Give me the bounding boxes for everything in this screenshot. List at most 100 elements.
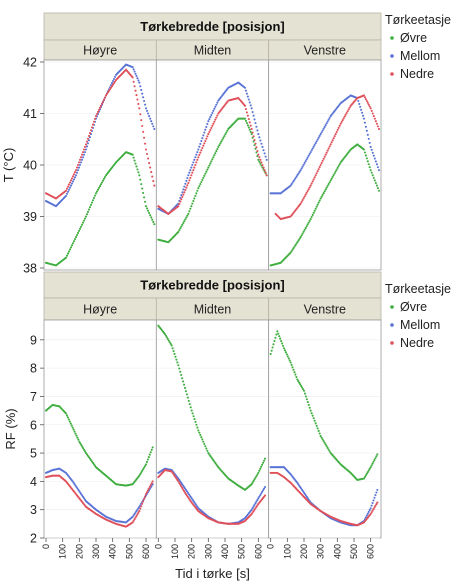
data-point (198, 153, 201, 157)
data-point (185, 393, 188, 396)
data-point (212, 109, 215, 112)
data-point (64, 194, 68, 197)
data-point (135, 74, 138, 78)
data-point (315, 140, 318, 143)
data-point (149, 166, 152, 169)
data-point (365, 157, 368, 160)
data-point (339, 122, 342, 125)
data-point (72, 173, 76, 176)
data-point (325, 122, 328, 125)
data-point (320, 161, 323, 164)
data-point (294, 176, 297, 179)
data-point (79, 156, 83, 159)
data-point (365, 99, 368, 103)
data-point (180, 225, 183, 228)
data-point (212, 156, 215, 159)
data-point (71, 242, 75, 245)
data-point (185, 216, 188, 219)
data-point (134, 89, 137, 92)
data-point (301, 232, 304, 235)
data-point (376, 187, 380, 190)
chart-title-header (43, 12, 382, 41)
data-point (77, 229, 81, 232)
data-point (75, 233, 79, 237)
data-point (250, 127, 253, 130)
data-point (136, 513, 139, 516)
data-point (182, 380, 185, 383)
data-point (330, 177, 333, 180)
data-point (109, 86, 113, 89)
data-point (203, 131, 206, 134)
data-point (147, 157, 150, 160)
chart-title-header (43, 271, 382, 299)
data-point (137, 171, 140, 174)
data-point (321, 129, 324, 132)
data-point (296, 240, 299, 243)
chart-title: Tørkebredde [posisjon] (140, 19, 284, 34)
data-point (200, 140, 203, 143)
data-point (104, 94, 108, 97)
data-point (285, 353, 288, 356)
data-point (328, 450, 331, 453)
facet-panel-midten (155, 319, 270, 539)
data-point (262, 461, 265, 464)
series-venstre-øvre (269, 330, 379, 482)
data-point (368, 166, 371, 169)
data-point (203, 442, 206, 446)
data-point (138, 81, 141, 84)
data-point (320, 131, 323, 134)
facet-panel-høyre (43, 319, 157, 539)
y-tick-label: 7 (30, 390, 37, 404)
y-tick-label: 9 (30, 333, 37, 347)
x-tick-label: 0 (153, 544, 163, 549)
data-point (299, 236, 302, 239)
data-point (70, 177, 74, 180)
data-point (205, 125, 208, 128)
data-point (374, 504, 377, 507)
data-point (153, 184, 156, 187)
data-point (140, 183, 143, 186)
data-point (252, 114, 255, 117)
data-point (294, 243, 297, 246)
data-point (250, 508, 253, 511)
data-point (375, 491, 378, 494)
data-point (64, 256, 68, 259)
data-point (182, 488, 185, 491)
data-point (178, 481, 181, 485)
data-point (307, 154, 310, 157)
data-point (74, 236, 78, 239)
data-point (183, 220, 186, 223)
data-point (304, 193, 307, 196)
data-point (327, 183, 330, 186)
data-point (376, 488, 379, 491)
data-point (377, 127, 381, 130)
data-point (98, 185, 102, 188)
data-point (299, 169, 302, 172)
data-point (365, 514, 368, 517)
x-tick-label: 200 (187, 544, 197, 559)
data-point (367, 103, 370, 106)
data-point (254, 142, 257, 145)
data-point (326, 184, 329, 187)
data-point (83, 145, 87, 149)
data-point (259, 139, 262, 142)
data-point (142, 500, 145, 503)
data-point (255, 146, 258, 149)
data-point (322, 157, 325, 160)
data-point (368, 467, 371, 470)
data-point (193, 197, 196, 200)
data-point (131, 521, 134, 524)
data-point (216, 147, 219, 151)
data-point (311, 147, 314, 150)
data-point (366, 512, 369, 515)
data-point (243, 86, 247, 89)
data-point (283, 349, 287, 352)
data-point (152, 220, 155, 224)
data-point (150, 171, 153, 174)
data-point (251, 110, 254, 114)
data-point (366, 133, 369, 136)
data-point (198, 185, 201, 188)
data-point (303, 228, 306, 231)
data-point (142, 468, 145, 471)
series-midten-nedre (157, 97, 268, 215)
